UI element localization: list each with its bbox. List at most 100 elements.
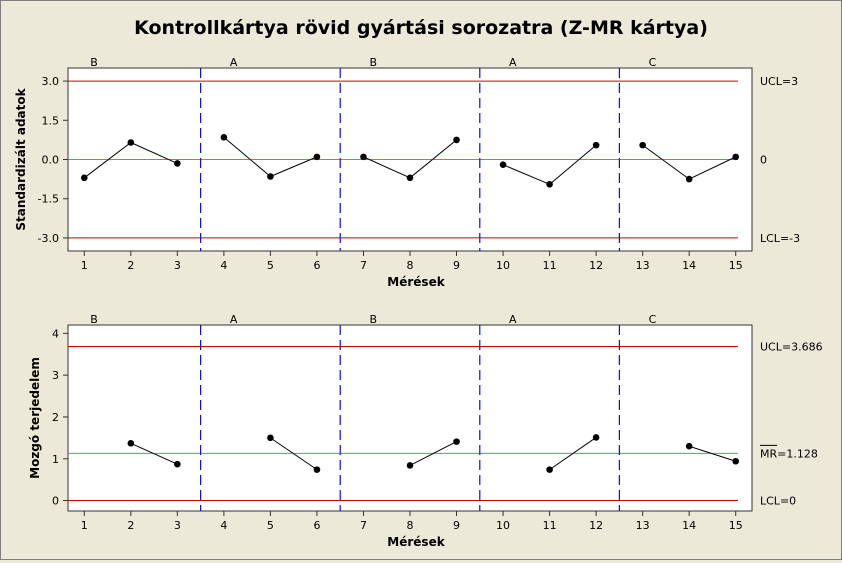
series-segment [409, 139, 457, 179]
limit-label: UCL=3.686 [760, 340, 823, 353]
data-point [174, 460, 181, 468]
y-tick-label: 1.5 [42, 114, 60, 127]
series-segment [549, 437, 597, 471]
data-point [313, 466, 321, 473]
data-point [499, 161, 507, 169]
x-tick-label: 7 [360, 259, 367, 272]
y-axis-label: Mozgó terjedelem [28, 357, 42, 479]
data-point [592, 141, 600, 149]
series-segment [689, 445, 736, 462]
x-tick-label: 5 [267, 519, 274, 532]
data-point [546, 181, 553, 188]
y-tick-label: 0.0 [42, 154, 60, 167]
x-tick-label: 2 [127, 259, 134, 272]
data-point [80, 174, 88, 182]
x-tick-label: 1 [81, 259, 88, 272]
y-tick-label: 3.0 [42, 75, 60, 88]
data-point [267, 173, 274, 180]
data-point [685, 175, 693, 183]
series-segment [642, 144, 690, 180]
x-tick-label: 15 [729, 259, 743, 272]
y-tick-label: 0 [52, 495, 59, 508]
y-tick-label: -3.0 [38, 232, 59, 245]
x-tick-label: 6 [313, 259, 320, 272]
series-segment [83, 142, 132, 179]
x-tick-label: 2 [127, 519, 134, 532]
series-segment [223, 136, 271, 177]
x-tick-label: 12 [589, 519, 603, 532]
x-tick-label: 3 [174, 259, 181, 272]
y-tick-label: 2 [52, 411, 59, 424]
limit-label: 0 [760, 154, 767, 167]
series-segment [549, 144, 597, 185]
y-tick-label: 3 [52, 369, 59, 382]
group-label: A [509, 56, 517, 69]
data-point [267, 434, 274, 442]
x-tick-label: 4 [220, 259, 227, 272]
data-point [174, 160, 181, 167]
x-tick-label: 11 [543, 259, 557, 272]
series-segment [270, 156, 318, 177]
x-tick-label: 10 [496, 519, 510, 532]
data-point [685, 442, 693, 450]
data-point [732, 457, 740, 465]
limit-label: LCL=0 [760, 495, 796, 508]
x-tick-label: 5 [267, 259, 274, 272]
series-segment [270, 437, 318, 471]
y-axis-label: Standardizált adatok [14, 87, 28, 230]
data-point [592, 434, 600, 441]
x-tick-label: 15 [729, 519, 743, 532]
group-label: C [649, 313, 657, 326]
x-tick-label: 9 [453, 259, 460, 272]
series-segment [130, 442, 178, 465]
x-tick-label: 6 [313, 519, 320, 532]
x-tick-label: 4 [220, 519, 227, 532]
group-label: A [230, 56, 238, 69]
x-tick-label: 10 [496, 259, 510, 272]
x-tick-label: 1 [81, 519, 88, 532]
series-segment [502, 164, 550, 185]
data-point [127, 139, 135, 146]
x-tick-label: 8 [407, 519, 414, 532]
data-point [732, 153, 740, 161]
group-label: B [369, 56, 377, 69]
y-tick-label: -1.5 [38, 193, 59, 206]
data-point [360, 153, 367, 161]
x-axis-label: Mérések [387, 275, 445, 289]
x-axis-label: Mérések [387, 535, 445, 549]
x-tick-label: 7 [360, 519, 367, 532]
x-tick-label: 11 [543, 519, 557, 532]
series-segment [363, 156, 411, 179]
y-tick-label: 4 [52, 327, 59, 340]
series-segment [688, 156, 736, 180]
limit-label: LCL=-3 [760, 232, 800, 245]
x-tick-label: 13 [636, 519, 650, 532]
chart-title: Kontrollkártya rövid gyártási sorozatra … [134, 17, 708, 39]
x-tick-label: 14 [682, 259, 696, 272]
data-point [406, 174, 414, 182]
data-point [546, 466, 553, 473]
x-tick-label: 12 [589, 259, 603, 272]
group-label: B [90, 313, 98, 326]
limit-label: =1.128 [777, 447, 818, 460]
data-point [453, 136, 460, 144]
group-label: C [649, 56, 657, 69]
series-segment [409, 441, 457, 466]
y-tick-label: 1 [52, 453, 59, 466]
data-point [639, 141, 646, 149]
group-label: A [509, 313, 517, 326]
limit-label-bar: MR [760, 447, 777, 460]
plot-area [67, 324, 753, 512]
x-tick-label: 13 [636, 259, 650, 272]
limit-label: UCL=3 [760, 75, 798, 88]
group-label: B [369, 313, 377, 326]
series-segment [130, 142, 178, 164]
data-point [313, 153, 321, 161]
x-tick-label: 8 [407, 259, 414, 272]
x-tick-label: 9 [453, 519, 460, 532]
group-label: A [230, 313, 238, 326]
